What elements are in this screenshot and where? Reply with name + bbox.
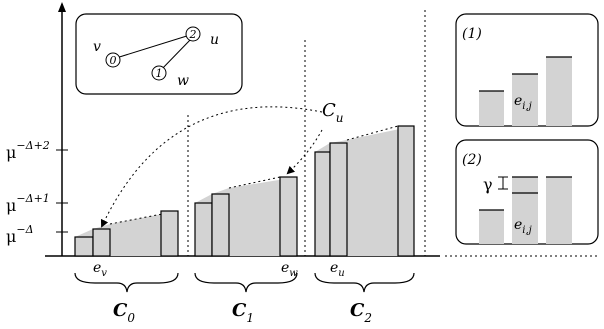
graph-edge-v-u <box>112 34 191 60</box>
graph-node-name-w: w <box>177 73 189 89</box>
edge-label-ew: ew <box>281 260 298 279</box>
graph-node-0-id: 0 <box>110 54 117 67</box>
c0-bar-1 <box>74 236 94 257</box>
gamma-label: γ <box>483 175 493 194</box>
y-tick-label-mid: μ−Δ+1 <box>6 192 50 215</box>
brace-c2 <box>314 272 415 293</box>
c0-bar-3 <box>160 210 179 257</box>
arrow-to-ew <box>286 129 323 175</box>
edge-label-eu: eu <box>330 260 345 279</box>
c1-bar-1 <box>194 202 213 257</box>
graph-edge-w-u <box>158 37 193 73</box>
group-label-c0: C0 <box>113 300 135 325</box>
arrow-to-ev <box>100 106 323 228</box>
graph-node-0 <box>105 52 121 68</box>
c0-bar-2-ev <box>92 228 111 257</box>
inset-1-bar-1 <box>479 91 504 126</box>
graph-node-2 <box>185 26 201 42</box>
group-label-c1: C1 <box>232 300 254 325</box>
inset-2-tag: (2) <box>462 152 482 168</box>
brace-c1 <box>194 272 298 293</box>
c2-bar-2-eu <box>329 142 348 257</box>
graph-node-1 <box>151 65 167 81</box>
inset-1-tag: (1) <box>462 26 482 42</box>
c2-bar-1 <box>314 151 331 257</box>
c2-dotted-boundary <box>346 125 399 141</box>
brace-c0 <box>74 272 179 293</box>
inset-1-bar-2 <box>512 74 538 126</box>
graph-node-2-id: 2 <box>189 28 197 41</box>
edge-label-ev: ev <box>93 260 107 279</box>
c0-dotted-boundary <box>109 210 179 225</box>
inset-1-bar-3 <box>546 57 572 126</box>
inset-2-bar-label: ei,j <box>514 217 532 236</box>
c1-bar-3-ew <box>279 176 298 257</box>
c2-bar-3 <box>397 125 415 257</box>
inset-2-bar-2 <box>512 177 538 244</box>
y-tick-label-bottom: μ−Δ <box>6 223 34 246</box>
inset-1-bar-label: ei,j <box>514 93 532 112</box>
graph-node-1-id: 1 <box>156 67 163 80</box>
y-axis-arrowhead <box>58 2 66 12</box>
inset-2-bar-3 <box>546 177 572 244</box>
group-label-c2: C2 <box>350 300 372 325</box>
c1-dotted-boundary <box>228 176 281 189</box>
graph-node-name-u: u <box>210 32 219 48</box>
y-tick-label-top: μ−Δ+2 <box>6 139 50 162</box>
graph-node-name-v: v <box>93 39 101 55</box>
arrow-label-cu: Cu <box>322 100 344 125</box>
inset-2-bar-1 <box>479 210 504 244</box>
c1-bar-2 <box>211 193 230 257</box>
